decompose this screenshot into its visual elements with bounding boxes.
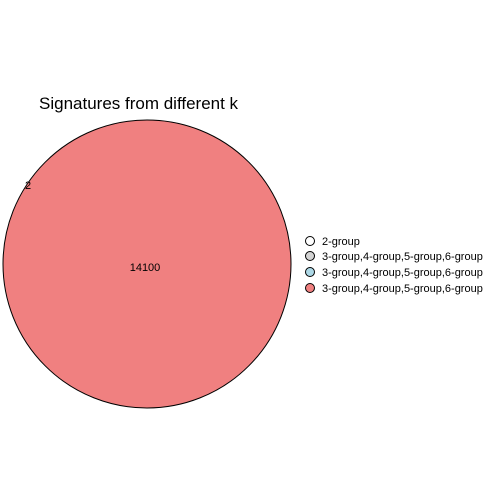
main-region-count: 14100 <box>130 262 161 274</box>
set-circle <box>2 119 292 409</box>
legend-label: 3-group,4-group,5-group,6-group <box>322 251 483 263</box>
legend-item: 3-group,4-group,5-group,6-group <box>305 283 483 295</box>
diagram-title: Signatures from different k <box>39 94 239 113</box>
legend-swatch <box>305 267 315 277</box>
legend-swatch <box>305 251 315 261</box>
legend-item: 2-group <box>305 236 360 248</box>
legend: 2-group 3-group,4-group,5-group,6-group … <box>305 236 483 295</box>
edge-region-count: 2 <box>25 180 31 192</box>
legend-item: 3-group,4-group,5-group,6-group <box>305 267 483 279</box>
legend-label: 3-group,4-group,5-group,6-group <box>322 283 483 295</box>
legend-swatch <box>305 236 315 246</box>
legend-swatch <box>305 283 315 293</box>
legend-item: 3-group,4-group,5-group,6-group <box>305 251 483 263</box>
legend-label: 3-group,4-group,5-group,6-group <box>322 267 483 279</box>
legend-label: 2-group <box>322 236 360 248</box>
